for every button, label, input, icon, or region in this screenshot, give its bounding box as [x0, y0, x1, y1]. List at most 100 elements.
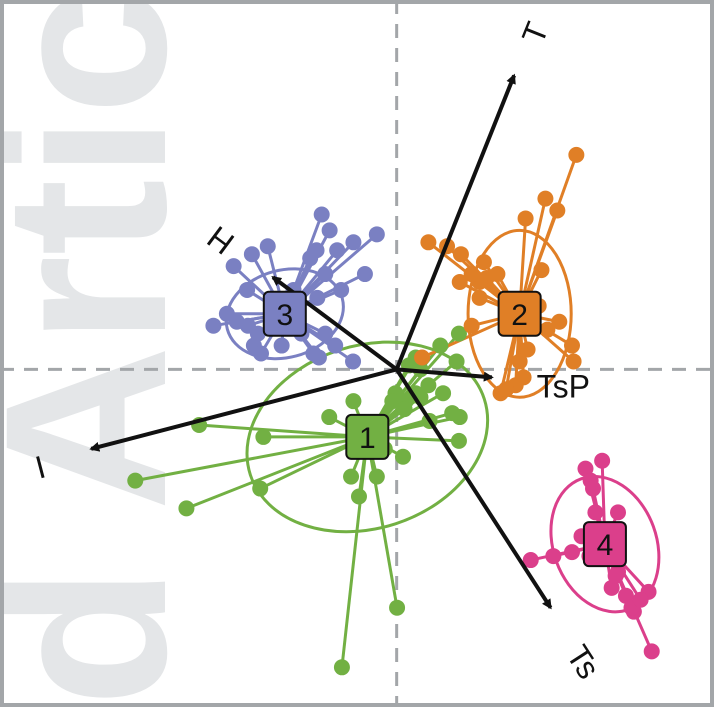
group-2-point [519, 341, 536, 358]
group-1-point [444, 405, 461, 422]
group-1-point [345, 393, 362, 410]
group-4-point [587, 504, 604, 521]
group-3-point [333, 281, 350, 298]
group-2-point [537, 190, 554, 207]
group-2-point [549, 202, 566, 219]
group-1-point [384, 393, 401, 410]
group-1-centroid-label: 1 [359, 422, 376, 455]
watermark-text: d Artic [0, 0, 214, 707]
group-4-point [643, 643, 660, 660]
group-3-point [243, 246, 260, 263]
group-4-point [607, 567, 624, 584]
group-1-spoke [185, 435, 368, 510]
group-4-centroid-box [582, 521, 627, 568]
arrow-i [89, 367, 398, 452]
group-3-point [317, 325, 334, 342]
group-4-point [617, 587, 634, 604]
group-1-point [333, 659, 350, 676]
loading-arrows [89, 73, 553, 610]
group-1-point [178, 500, 195, 517]
group-4-point [594, 452, 611, 469]
group-1-point [368, 468, 385, 485]
group-1-point [435, 385, 452, 402]
group-2-point [463, 317, 480, 334]
group-3-point [356, 266, 373, 283]
group-1-point [255, 428, 272, 445]
group-3-point [309, 289, 326, 306]
group-3-point [253, 345, 270, 362]
group-3-point [327, 337, 344, 354]
group-2-point [533, 262, 550, 279]
group-2-ellipse [466, 228, 573, 399]
group-2-point [539, 321, 556, 338]
group-2-point [463, 266, 480, 283]
group-1-point [389, 599, 406, 616]
group-3-point [259, 238, 276, 255]
group-1-spoke [199, 423, 368, 439]
group-2-point [471, 289, 488, 306]
group-3-point [345, 353, 362, 370]
group-1-point [395, 448, 412, 465]
group-2-centroid-label: 2 [511, 299, 528, 332]
group-1-point [432, 337, 449, 354]
group-4-point [522, 552, 539, 569]
group-4-centroid-label: 4 [597, 529, 614, 562]
group-1-point [450, 325, 467, 342]
group-3-point [317, 266, 334, 283]
group-1-point [396, 401, 413, 418]
group-2-point [568, 146, 585, 163]
group-3-point [313, 206, 330, 223]
arrow-label-ts: Ts [559, 639, 607, 685]
arrow-label-tsp: TsP [537, 369, 590, 405]
group-3-centroid-label: 3 [276, 299, 293, 332]
group-2-point [511, 353, 528, 370]
cluster-centroids: 1 2 3 4 [262, 290, 627, 568]
group-1-point [127, 472, 144, 489]
group-2-point [452, 246, 469, 263]
group-3-point [321, 222, 338, 239]
group-3-point [368, 226, 385, 243]
group-4-point [585, 480, 602, 497]
group-2-point [414, 349, 431, 366]
group-2-centroid-box [497, 290, 542, 337]
group-1-spoke [134, 435, 368, 483]
group-1-point [420, 377, 437, 394]
group-1-centroid-box [345, 413, 390, 460]
group-1-spoke [365, 436, 399, 608]
group-3-point [302, 250, 319, 267]
group-4-point [610, 504, 627, 521]
group-1-spoke [340, 436, 369, 668]
arrow-label-t: T [515, 17, 556, 49]
arrow-t [394, 73, 516, 371]
group-3-centroid-box [262, 290, 307, 337]
group-1-point [448, 353, 465, 370]
group-2-point [451, 274, 468, 291]
group-1-point [350, 488, 367, 505]
group-1-point [343, 468, 360, 485]
group-3-point [329, 242, 346, 259]
group-3-point [273, 337, 290, 354]
group-2-point [563, 337, 580, 354]
group-1-point [321, 409, 338, 426]
group-3-point [205, 317, 222, 334]
group-3-point [225, 258, 242, 275]
group-1-point [450, 432, 467, 449]
group-2-point [517, 210, 534, 227]
group-2-point [420, 234, 437, 251]
group-2-point [551, 313, 568, 330]
arrow-tsp [396, 367, 494, 382]
group-3-point [345, 234, 362, 251]
group-2-point [565, 353, 582, 370]
arrow-ts [394, 368, 553, 610]
group-2-point [498, 381, 515, 398]
group-4-point [545, 548, 562, 565]
group-4-point [563, 544, 580, 561]
group-4-point [632, 591, 649, 608]
group-2-point [475, 254, 492, 271]
group-1-point [252, 480, 269, 497]
group-3-point [239, 281, 256, 298]
